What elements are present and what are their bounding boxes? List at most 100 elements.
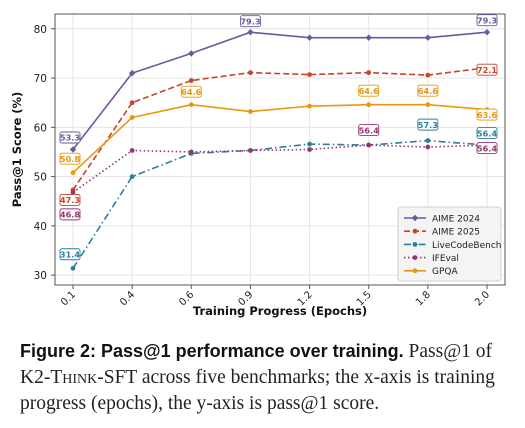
data-point-livecodebench <box>70 265 76 271</box>
plot-frame <box>54 13 506 286</box>
legend-marker-aime-2025 <box>412 228 418 234</box>
data-point-ifeval <box>70 189 76 195</box>
annotation-layer: 53.3 50.8 47.3 46.8 31.4 64.6 79.3 64.6 56.4 64.6… <box>59 14 498 261</box>
caption-lead: Figure 2: Pass@1 performance over traini… <box>20 341 404 361</box>
legend-marker-ifeval <box>412 255 418 260</box>
data-point-gpqa <box>248 109 253 114</box>
legend-label-ifeval: IFEval <box>432 254 459 264</box>
data-point-gpqa <box>129 115 135 120</box>
annotation-label: 56.4 <box>477 143 498 153</box>
series-line-aime-2024 <box>72 31 488 150</box>
series-line-ifeval <box>72 144 488 194</box>
data-point-gpqa <box>70 170 76 176</box>
data-point-ifeval <box>188 149 194 155</box>
data-point-aime-2024 <box>69 146 77 153</box>
data-point-aime-2024 <box>424 34 432 41</box>
data-point-aime-2024 <box>365 34 372 41</box>
caption-smallcaps: Think <box>50 367 98 388</box>
data-point-gpqa <box>425 102 431 108</box>
legend-box <box>397 206 502 282</box>
annotation-box <box>59 193 81 206</box>
data-point-aime-2025 <box>248 70 253 76</box>
legend-label-aime-2024: AIME 2024 <box>432 214 480 224</box>
y-axis-label: Pass@1 Score (%) <box>10 92 24 208</box>
annotation-label: 47.3 <box>60 195 81 205</box>
data-point-livecodebench <box>129 174 135 180</box>
legend: AIME 2024 AIME 2025 LiveCodeBench IFEval GPQ… <box>397 206 502 282</box>
figure-caption: Figure 2: Pass@1 performance over traini… <box>20 338 512 417</box>
data-point-gpqa <box>366 102 372 108</box>
annotation-box <box>476 108 498 121</box>
legend-label-gpqa: GPQA <box>432 267 458 277</box>
annotation-box <box>358 84 380 97</box>
data-point-gpqa <box>188 102 194 108</box>
x-tick-label: 1.8 <box>414 289 433 308</box>
annotation-label: 57.3 <box>418 120 439 130</box>
data-point-ifeval <box>129 148 135 153</box>
annotation-box <box>476 63 498 76</box>
annotation-box <box>476 127 498 140</box>
data-point-aime-2024 <box>188 50 195 57</box>
annotation-label: 56.4 <box>477 128 498 138</box>
annotation-box <box>476 142 498 155</box>
data-point-aime-2025 <box>188 78 194 83</box>
annotation-label: 31.4 <box>60 249 81 259</box>
legend-marker-livecodebench <box>412 242 418 247</box>
annotation-label: 56.4 <box>359 125 380 135</box>
annotation-box <box>358 124 380 137</box>
legend-label-livecodebench: LiveCodeBench <box>432 241 502 251</box>
annotation-box <box>59 248 81 261</box>
annotation-box <box>476 14 498 27</box>
data-point-aime-2025 <box>307 72 312 78</box>
data-point-aime-2025 <box>366 70 372 76</box>
y-tick-label: 30 <box>34 270 47 282</box>
y-tick-label: 50 <box>34 172 47 184</box>
data-point-ifeval <box>425 144 431 150</box>
data-point-gpqa <box>307 103 312 109</box>
annotation-box <box>59 131 81 144</box>
legend-marker-aime-2024 <box>411 214 419 222</box>
annotation-label: 64.6 <box>418 86 439 96</box>
annotation-label: 46.8 <box>60 210 81 220</box>
annotation-label: 50.8 <box>60 154 81 164</box>
series-line-gpqa <box>72 103 488 174</box>
y-tick-label: 70 <box>34 73 47 85</box>
annotation-label: 79.3 <box>240 16 261 26</box>
caption-text-part2: -SFT across five benchmarks; the x-axis … <box>20 367 495 414</box>
annotation-box <box>59 208 81 221</box>
data-point-aime-2025 <box>425 72 431 78</box>
legend-label-aime-2025: AIME 2025 <box>432 228 480 238</box>
annotation-label: 64.6 <box>359 86 380 96</box>
annotation-label: 79.3 <box>477 15 498 25</box>
annotation-box <box>239 15 261 28</box>
series-line-livecodebench <box>72 139 488 269</box>
y-tick-label: 60 <box>34 122 47 134</box>
data-point-livecodebench <box>425 138 431 144</box>
data-point-aime-2024 <box>128 69 136 77</box>
x-tick-label: 2.0 <box>473 289 492 308</box>
data-point-ifeval <box>307 147 312 152</box>
data-point-livecodebench <box>307 141 312 147</box>
x-tick-label: 0.4 <box>118 289 137 308</box>
data-point-aime-2024 <box>247 29 254 36</box>
caption-text-part1: Pass@1 of K2- <box>20 341 493 388</box>
x-tick-label: 0.1 <box>59 289 78 308</box>
annotation-label: 72.1 <box>477 65 498 75</box>
data-point-aime-2024 <box>483 29 491 36</box>
data-point-aime-2025 <box>129 100 135 106</box>
annotation-label: 53.3 <box>60 133 81 143</box>
annotation-label: 63.6 <box>477 110 498 120</box>
x-axis-label: Training Progress (Epochs) <box>193 304 367 318</box>
data-point-ifeval <box>366 142 372 148</box>
annotation-box <box>417 118 439 131</box>
y-tick-label: 80 <box>34 24 47 36</box>
annotation-box <box>417 84 439 97</box>
series-line-aime-2025 <box>72 66 488 191</box>
annotation-label: 64.6 <box>181 87 202 97</box>
data-point-ifeval <box>248 148 253 153</box>
y-tick-label: 40 <box>34 221 47 233</box>
annotation-box <box>180 85 202 98</box>
annotation-box <box>59 152 81 165</box>
legend-marker-gpqa <box>412 268 418 274</box>
